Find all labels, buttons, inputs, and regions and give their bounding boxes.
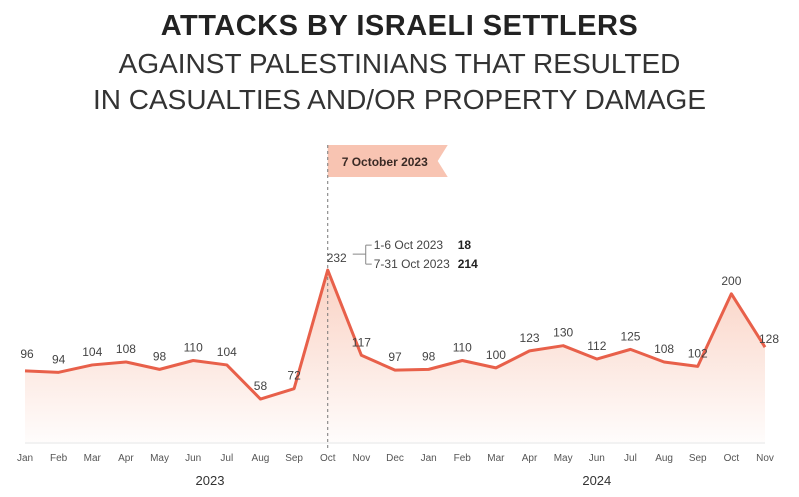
x-tick-label: Nov [352, 453, 370, 464]
data-label: 104 [217, 345, 237, 359]
event-flag [327, 145, 448, 177]
x-tick-label: Nov [756, 453, 774, 464]
data-label: 110 [184, 340, 203, 354]
x-tick-label: Jan [421, 453, 437, 464]
x-tick-label: Jun [185, 453, 201, 464]
x-tick-label: Sep [285, 453, 303, 464]
x-tick-label: Feb [454, 453, 472, 464]
x-tick-label: Jul [624, 453, 637, 464]
data-label: 104 [82, 345, 102, 359]
data-label: 94 [52, 352, 66, 366]
data-label: 98 [422, 349, 436, 363]
chart-subtitle-line-2: IN CASUALTIES AND/OR PROPERTY DAMAGE [92, 84, 707, 115]
x-tick-label: May [150, 453, 169, 464]
breakdown-label: 7-31 Oct 2023 [374, 257, 450, 271]
data-label: 112 [587, 339, 606, 353]
breakdown-bracket [352, 244, 372, 265]
chart-title: ATTACKS BY ISRAELI SETTLERS [160, 10, 639, 42]
x-tick-label: Aug [655, 453, 673, 464]
x-tick-label: Jun [589, 453, 605, 464]
data-label: 130 [553, 326, 573, 340]
breakdown-value: 214 [458, 257, 478, 271]
data-label: 100 [486, 348, 506, 362]
data-label: 97 [388, 350, 402, 364]
data-label: 72 [287, 369, 301, 383]
x-tick-label: Oct [320, 453, 336, 464]
x-tick-label: Jul [220, 453, 233, 464]
chart-subtitle-line-1: AGAINST PALESTINIANS THAT RESULTED [118, 48, 681, 79]
event-flag-label: 7 October 2023 [342, 155, 428, 169]
x-tick-label: Feb [50, 453, 68, 464]
data-label: 125 [620, 329, 640, 343]
data-label: 117 [352, 335, 371, 349]
data-label: 58 [254, 379, 268, 393]
x-tick-label: Dec [386, 453, 404, 464]
x-tick-label: Sep [689, 453, 707, 464]
data-label: 110 [453, 340, 472, 354]
series-line [24, 268, 767, 401]
x-tick-label: Mar [84, 453, 102, 464]
x-tick-label: Apr [522, 453, 538, 464]
x-tick-label: Apr [118, 453, 134, 464]
data-label: 123 [520, 331, 540, 345]
x-tick-label: Oct [724, 453, 740, 464]
x-tick-label: Aug [252, 453, 270, 464]
data-label: 96 [20, 347, 34, 361]
data-label: 232 [327, 251, 347, 265]
year-label: 2024 [582, 473, 611, 488]
x-tick-label: May [554, 453, 573, 464]
data-label: 98 [153, 349, 167, 363]
data-label: 108 [116, 342, 136, 356]
data-label: 108 [654, 342, 674, 356]
x-tick-label: Jan [17, 453, 33, 464]
x-tick-label: Mar [487, 453, 505, 464]
year-label: 2023 [196, 473, 225, 488]
breakdown-label: 1-6 Oct 2023 [374, 238, 444, 252]
area-fill [25, 270, 765, 442]
data-label: 102 [688, 346, 708, 360]
data-label: 200 [721, 274, 741, 288]
breakdown-value: 18 [458, 238, 472, 252]
data-label: 128 [759, 332, 779, 346]
